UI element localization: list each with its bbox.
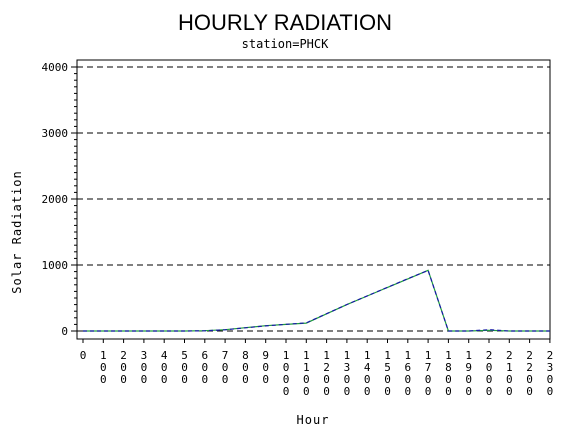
series-line-1 — [83, 269, 550, 332]
gridlines — [77, 66, 550, 332]
y-axis-ticks: 0 1000 2000 3000 4000 — [42, 61, 77, 338]
x-tick-label: 0 — [80, 349, 87, 362]
series-lines — [83, 269, 550, 332]
y-axis-label: Solar Radiation — [10, 170, 24, 293]
x-axis-ticks: 0 1 0 0 2 0 0 3 0 0 4 0 0 5 0 0 6 0 0 7 0 0 8 0 0 9 0 0 1 0 0 0 1 1 0 0 1 2 0 0… — [80, 339, 554, 398]
series-line-2 — [83, 269, 550, 332]
x-axis-label: Hour — [297, 413, 330, 427]
y-tick-label: 0 — [61, 325, 68, 338]
chart-subtitle: station=PHCK — [242, 37, 329, 51]
y-tick-label: 3000 — [42, 127, 69, 140]
y-tick-label: 2000 — [42, 193, 69, 206]
y-tick-label: 1000 — [42, 259, 69, 272]
chart-title: HOURLY RADIATION — [178, 10, 392, 35]
y-tick-label: 4000 — [42, 61, 69, 74]
